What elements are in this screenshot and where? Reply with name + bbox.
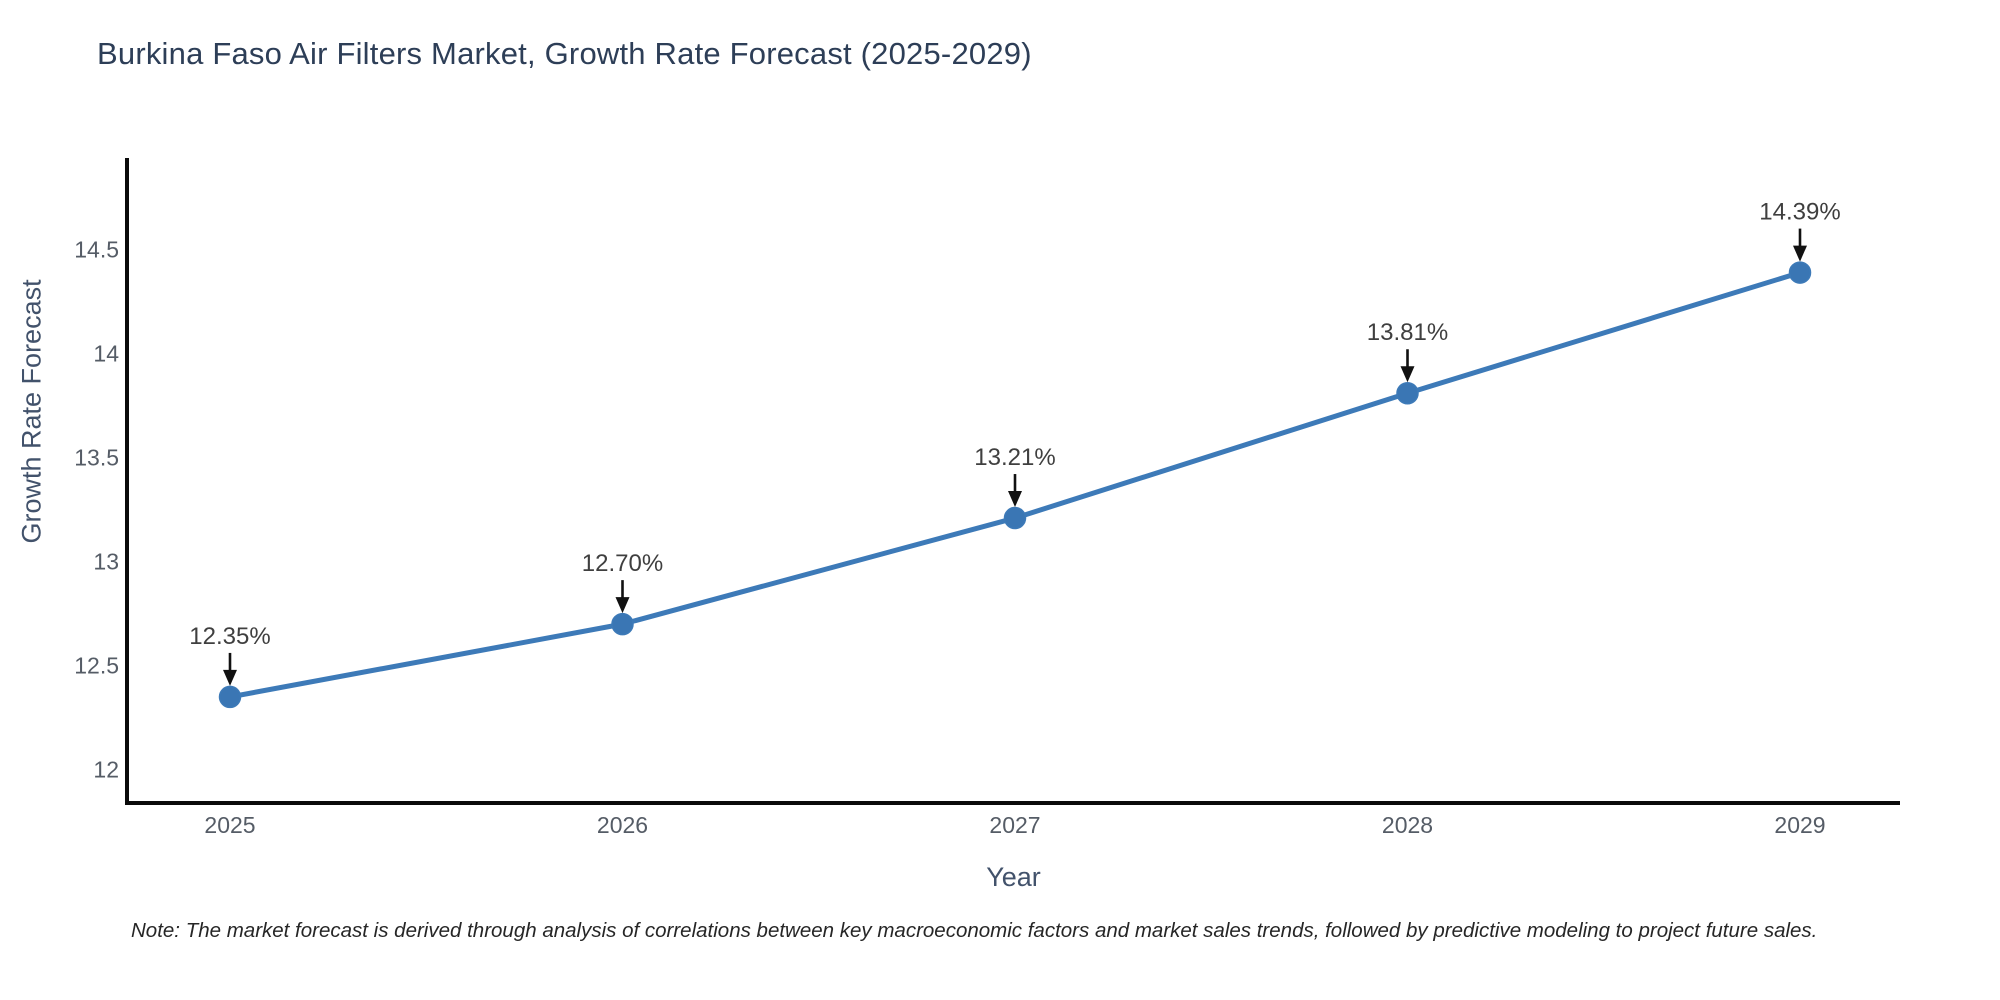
data-label-2025: 12.35% — [189, 623, 270, 650]
x-tick-label: 2026 — [597, 812, 648, 838]
data-point-2029[interactable] — [1788, 261, 1812, 284]
y-axis-title: Growth Rate Forecast — [16, 279, 47, 544]
x-tick-label: 2029 — [1774, 812, 1825, 838]
annotation-arrow-head — [1008, 491, 1022, 508]
data-point-2028[interactable] — [1396, 381, 1419, 405]
footnote: Note: The market forecast is derived thr… — [131, 919, 1818, 942]
annotation-arrow-head — [1793, 245, 1807, 262]
y-tick-label: 14 — [93, 341, 119, 367]
y-tick-label: 12 — [93, 757, 119, 783]
data-label-2026: 12.70% — [582, 550, 663, 577]
x-tick-label: 2028 — [1382, 812, 1433, 838]
annotation-arrow-head — [1400, 366, 1415, 383]
x-tick-label: 2027 — [989, 812, 1040, 838]
x-tick-label: 2025 — [204, 812, 255, 838]
chart-title: Burkina Faso Air Filters Market, Growth … — [97, 36, 1032, 71]
data-point-2027[interactable] — [1003, 506, 1027, 530]
y-tick-label: 13 — [93, 549, 119, 575]
data-label-2029: 14.39% — [1759, 199, 1840, 226]
y-tick-label: 14.5 — [74, 237, 119, 263]
data-point-2025[interactable] — [218, 685, 242, 709]
data-label-2028: 13.81% — [1367, 319, 1448, 346]
x-axis-title: Year — [986, 862, 1041, 892]
y-tick-label: 12.5 — [74, 653, 119, 679]
y-tick-label: 13.5 — [74, 445, 119, 471]
annotation-arrow-head — [223, 669, 237, 686]
data-point-2026[interactable] — [611, 612, 634, 636]
data-label-2027: 13.21% — [974, 444, 1055, 471]
annotation-arrow-head — [615, 597, 630, 614]
